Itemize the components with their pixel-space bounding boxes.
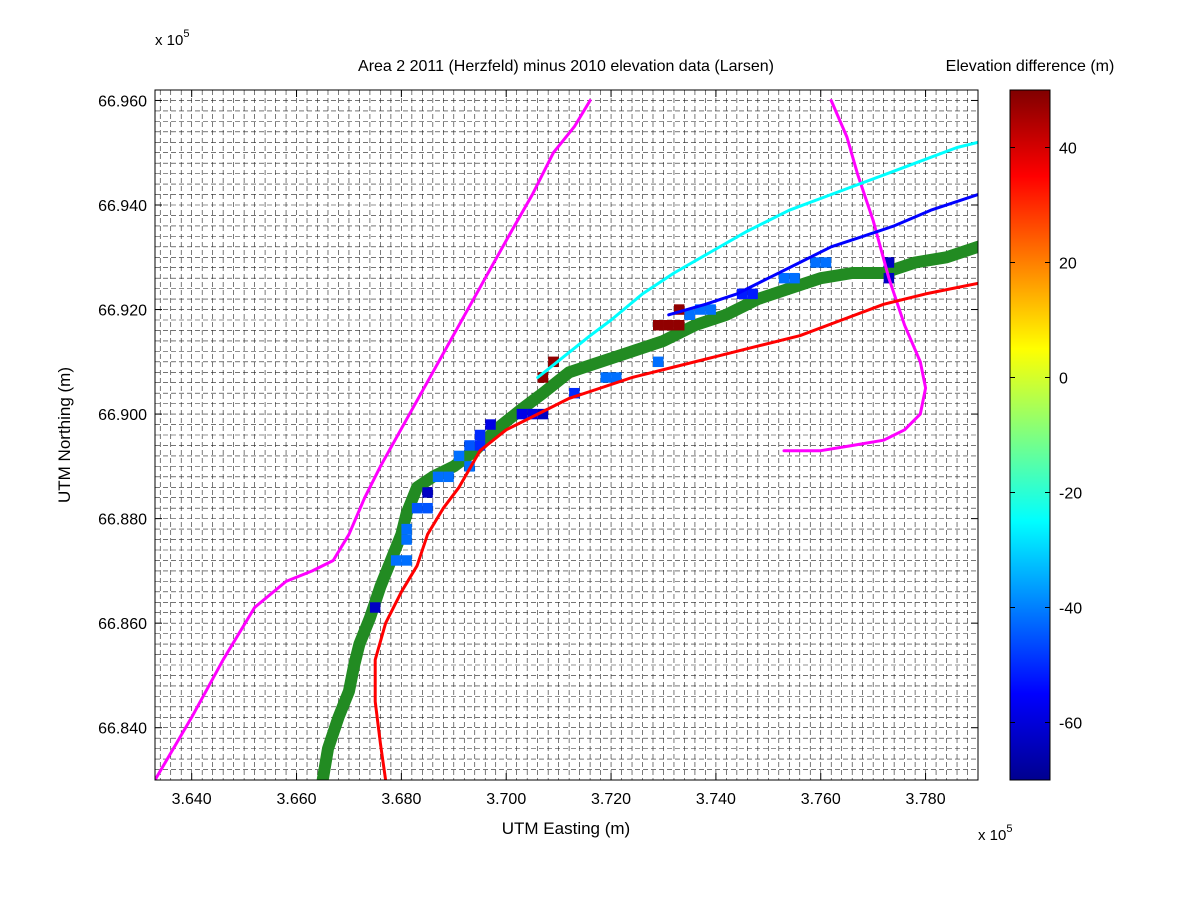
heatmap-cell xyxy=(652,320,664,331)
x-tick-label: 3.740 xyxy=(696,791,736,808)
heatmap-cell xyxy=(778,272,790,284)
heatmap-cell xyxy=(684,309,695,320)
y-tick-label: 66.960 xyxy=(98,93,147,110)
x-tick-label: 3.680 xyxy=(381,791,421,808)
y-multiplier-exp: 5 xyxy=(183,28,189,40)
heatmap-cell xyxy=(453,450,465,462)
series-line-0 xyxy=(155,99,592,780)
heatmap-cell xyxy=(516,408,528,420)
heatmap-cell xyxy=(401,534,412,545)
colorbar-tick-label: -20 xyxy=(1059,486,1082,503)
plot-frame xyxy=(154,89,979,781)
heatmap-cell xyxy=(600,372,612,383)
heatmap-cell xyxy=(548,356,559,368)
y-multiplier-base: x 10 xyxy=(155,32,183,49)
heatmap-cell xyxy=(673,304,685,315)
heatmap-cell xyxy=(663,320,674,331)
colorbar-tick-label: -60 xyxy=(1059,716,1082,733)
green-flowline xyxy=(316,240,978,780)
heatmap-cell xyxy=(369,602,381,613)
y-tick-label: 66.840 xyxy=(98,721,147,738)
heatmap-cell xyxy=(401,555,412,566)
heatmap-cell xyxy=(464,440,475,451)
heatmap-cell xyxy=(527,408,538,420)
grid xyxy=(155,90,978,780)
chart-title: Area 2 2011 (Herzfeld) minus 2010 elevat… xyxy=(358,58,774,75)
heatmap-cell xyxy=(443,471,454,483)
heatmap-cell xyxy=(474,440,486,451)
heatmap-cell xyxy=(390,555,402,566)
x-tick-label: 3.640 xyxy=(172,791,212,808)
heatmap-cell xyxy=(611,372,622,383)
colorbar-label: Elevation difference (m) xyxy=(946,58,1115,75)
series-line-3 xyxy=(667,193,978,317)
y-tick-label: 66.920 xyxy=(98,303,147,320)
heatmap-cell xyxy=(810,257,821,268)
x-tick-label: 3.780 xyxy=(906,791,946,808)
y-axis-label: UTM Northing (m) xyxy=(55,367,74,503)
colorbar-tick-label: 0 xyxy=(1059,371,1068,388)
x-tick-label: 3.700 xyxy=(486,791,526,808)
x-multiplier-exp: 5 xyxy=(1006,823,1012,835)
y-axis-ticks: 66.840 66.860 66.880 66.900 66.920 66.940 66.9… xyxy=(98,93,978,738)
heatmap-cell xyxy=(537,408,549,420)
heatmap-cell xyxy=(652,356,664,368)
series-line-4 xyxy=(373,281,978,780)
x-multiplier-base: x 10 xyxy=(978,827,1006,844)
heatmap-cell xyxy=(820,257,832,268)
x-axis-ticks: 3.640 3.660 3.680 3.700 3.720 3.740 3.760 3.780 xyxy=(172,90,946,808)
y-tick-label: 66.860 xyxy=(98,616,147,633)
heatmap-cell xyxy=(474,429,486,441)
heatmap-cell xyxy=(422,502,433,514)
colorbar xyxy=(1009,89,1051,781)
colorbar-tick-label: 20 xyxy=(1059,256,1077,273)
colorbar-ticks: -60 -40 -20 0 20 40 xyxy=(1010,141,1082,733)
y-tick-label: 66.900 xyxy=(98,407,147,424)
heatmap-cell xyxy=(569,387,580,399)
y-multiplier: x 105 xyxy=(155,28,189,49)
heatmap-cell xyxy=(883,257,895,268)
boundary-lines xyxy=(155,99,978,780)
heatmap-cell xyxy=(705,304,716,315)
heatmap-cell xyxy=(747,288,758,300)
x-axis-label: UTM Easting (m) xyxy=(502,819,630,838)
heatmap-cell xyxy=(432,471,444,483)
x-tick-label: 3.720 xyxy=(591,791,631,808)
series-line-1 xyxy=(782,99,928,453)
heatmap-cell xyxy=(485,419,496,430)
heatmap-cell xyxy=(694,304,706,315)
colorbar-tick-label: 40 xyxy=(1059,141,1077,158)
colorbar-tick-label: -40 xyxy=(1059,601,1082,618)
y-tick-label: 66.880 xyxy=(98,512,147,529)
x-tick-label: 3.660 xyxy=(277,791,317,808)
heatmap-cell xyxy=(736,288,748,300)
y-tick-label: 66.940 xyxy=(98,198,147,215)
series-line-5 xyxy=(316,240,978,780)
heatmap-cell xyxy=(673,320,685,331)
heatmap-cell xyxy=(537,372,549,383)
x-tick-label: 3.760 xyxy=(801,791,841,808)
heatmap-cell xyxy=(422,487,433,498)
heatmap-cell xyxy=(789,272,800,284)
heatmap-cell xyxy=(401,523,412,535)
heatmap-cell xyxy=(411,502,423,514)
series-line-2 xyxy=(536,140,978,379)
x-multiplier: x 105 xyxy=(978,823,1012,844)
